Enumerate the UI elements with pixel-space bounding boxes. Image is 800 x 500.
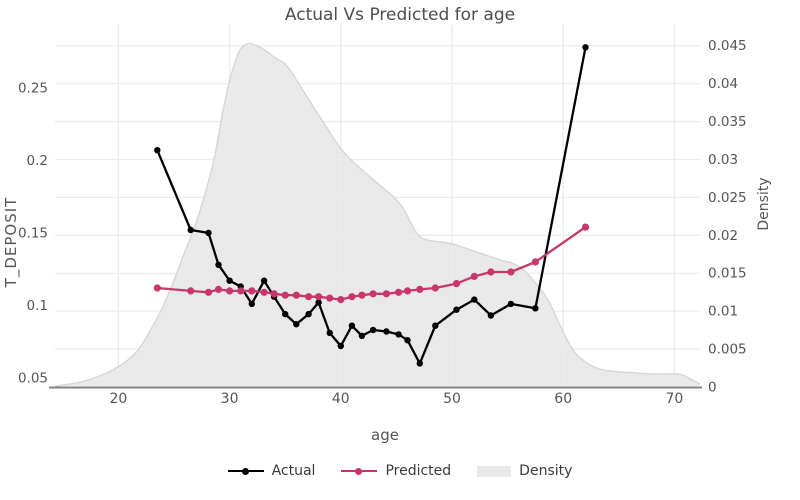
- actual-point: [507, 300, 515, 308]
- x-tick-label: 50: [443, 391, 461, 407]
- x-tick-label: 20: [109, 391, 127, 407]
- predicted-point: [452, 280, 461, 288]
- density-outline: [54, 42, 701, 387]
- legend-item-density: Density: [477, 463, 572, 479]
- actual-point: [582, 44, 589, 51]
- right-tick-label: 0.045: [708, 38, 747, 54]
- x-tick-label: 30: [221, 391, 239, 407]
- predicted-point: [431, 284, 439, 292]
- actual-point: [404, 337, 411, 344]
- legend-item-actual: Actual: [227, 463, 316, 479]
- predicted-point: [204, 288, 213, 296]
- predicted-point: [260, 288, 268, 296]
- right-tick-label: 0.005: [708, 342, 747, 358]
- actual-line-sample-icon: [227, 464, 264, 478]
- actual-point: [205, 229, 212, 237]
- predicted-point: [248, 287, 256, 295]
- actual-point: [248, 300, 255, 308]
- predicted-point: [581, 223, 590, 231]
- predicted-point: [214, 285, 223, 293]
- predicted-point: [395, 288, 403, 296]
- legend-label-density: Density: [519, 463, 573, 479]
- predicted-point: [369, 290, 377, 298]
- x-axis-label: age: [371, 426, 399, 444]
- y-axis-label-right: Density: [756, 177, 772, 231]
- predicted-point: [292, 291, 300, 299]
- right-tick-label: 0: [708, 380, 717, 396]
- right-tick-label: 0.035: [708, 114, 747, 130]
- density-area: [55, 43, 700, 387]
- predicted-point: [531, 258, 540, 266]
- actual-point: [293, 321, 300, 328]
- predicted-point: [507, 268, 515, 276]
- actual-point: [453, 306, 460, 313]
- legend-label-actual: Actual: [271, 463, 316, 479]
- left-tick-label: 0.25: [18, 80, 48, 96]
- predicted-point: [326, 294, 334, 302]
- actual-point: [305, 310, 312, 318]
- chart-title: Actual Vs Predicted for age: [284, 5, 516, 25]
- actual-point: [532, 305, 539, 312]
- left-tick-label: 0.15: [18, 225, 48, 241]
- actual-point: [215, 261, 222, 268]
- actual-point: [369, 326, 377, 334]
- legend: Actual Predicted Density: [0, 463, 800, 479]
- predicted-line-sample-icon: [341, 464, 378, 478]
- actual-point: [432, 322, 439, 329]
- right-tick-label: 0.02: [708, 228, 738, 244]
- left-tick-label: 0.1: [27, 298, 48, 314]
- predicted-point: [416, 285, 424, 293]
- predicted-point: [270, 290, 278, 298]
- actual-point: [348, 322, 356, 329]
- actual-point: [487, 312, 495, 319]
- right-tick-label: 0.025: [708, 190, 747, 206]
- predicted-point: [348, 293, 356, 301]
- right-tick-label: 0.015: [708, 266, 747, 282]
- predicted-point: [226, 287, 234, 295]
- y-axis-label-left: T_DEPOSIT: [2, 196, 20, 288]
- predicted-point: [305, 293, 313, 301]
- legend-label-predicted: Predicted: [385, 463, 452, 479]
- actual-point: [282, 310, 289, 318]
- predicted-point: [487, 268, 495, 276]
- actual-point: [315, 299, 322, 306]
- predicted-point: [237, 287, 245, 295]
- actual-point: [260, 277, 268, 284]
- legend-item-predicted: Predicted: [341, 463, 451, 479]
- actual-point: [187, 226, 194, 234]
- x-tick-label: 70: [666, 391, 684, 407]
- predicted-point: [382, 290, 390, 298]
- actual-point: [471, 296, 478, 303]
- x-tick-label: 40: [332, 391, 350, 407]
- predicted-point: [403, 287, 412, 295]
- right-tick-label: 0.03: [708, 152, 738, 168]
- right-tick-label: 0.01: [708, 304, 738, 320]
- actual-point: [358, 332, 366, 339]
- actual-point: [416, 360, 423, 367]
- predicted-point: [281, 291, 289, 299]
- actual-point: [326, 329, 333, 337]
- predicted-point: [470, 272, 478, 280]
- predicted-point: [187, 287, 195, 295]
- x-tick-label: 60: [554, 391, 572, 407]
- actual-point: [337, 342, 344, 350]
- left-tick-label: 0.2: [27, 153, 48, 169]
- predicted-point: [153, 284, 161, 292]
- chart-canvas: 0.05 0.1 0.15 0.2 0.25 0 0.005 0.01 0.015 0.02 0.0…: [18, 25, 747, 407]
- right-tick-label: 0.04: [708, 76, 738, 92]
- actual-point: [226, 277, 233, 284]
- left-tick-label: 0.05: [18, 370, 48, 386]
- predicted-point: [358, 291, 366, 299]
- density-patch-sample-icon: [477, 465, 512, 477]
- predicted-point: [315, 293, 323, 301]
- actual-point: [395, 331, 402, 338]
- actual-point: [383, 328, 390, 335]
- predicted-point: [337, 296, 345, 304]
- actual-point: [154, 147, 161, 154]
